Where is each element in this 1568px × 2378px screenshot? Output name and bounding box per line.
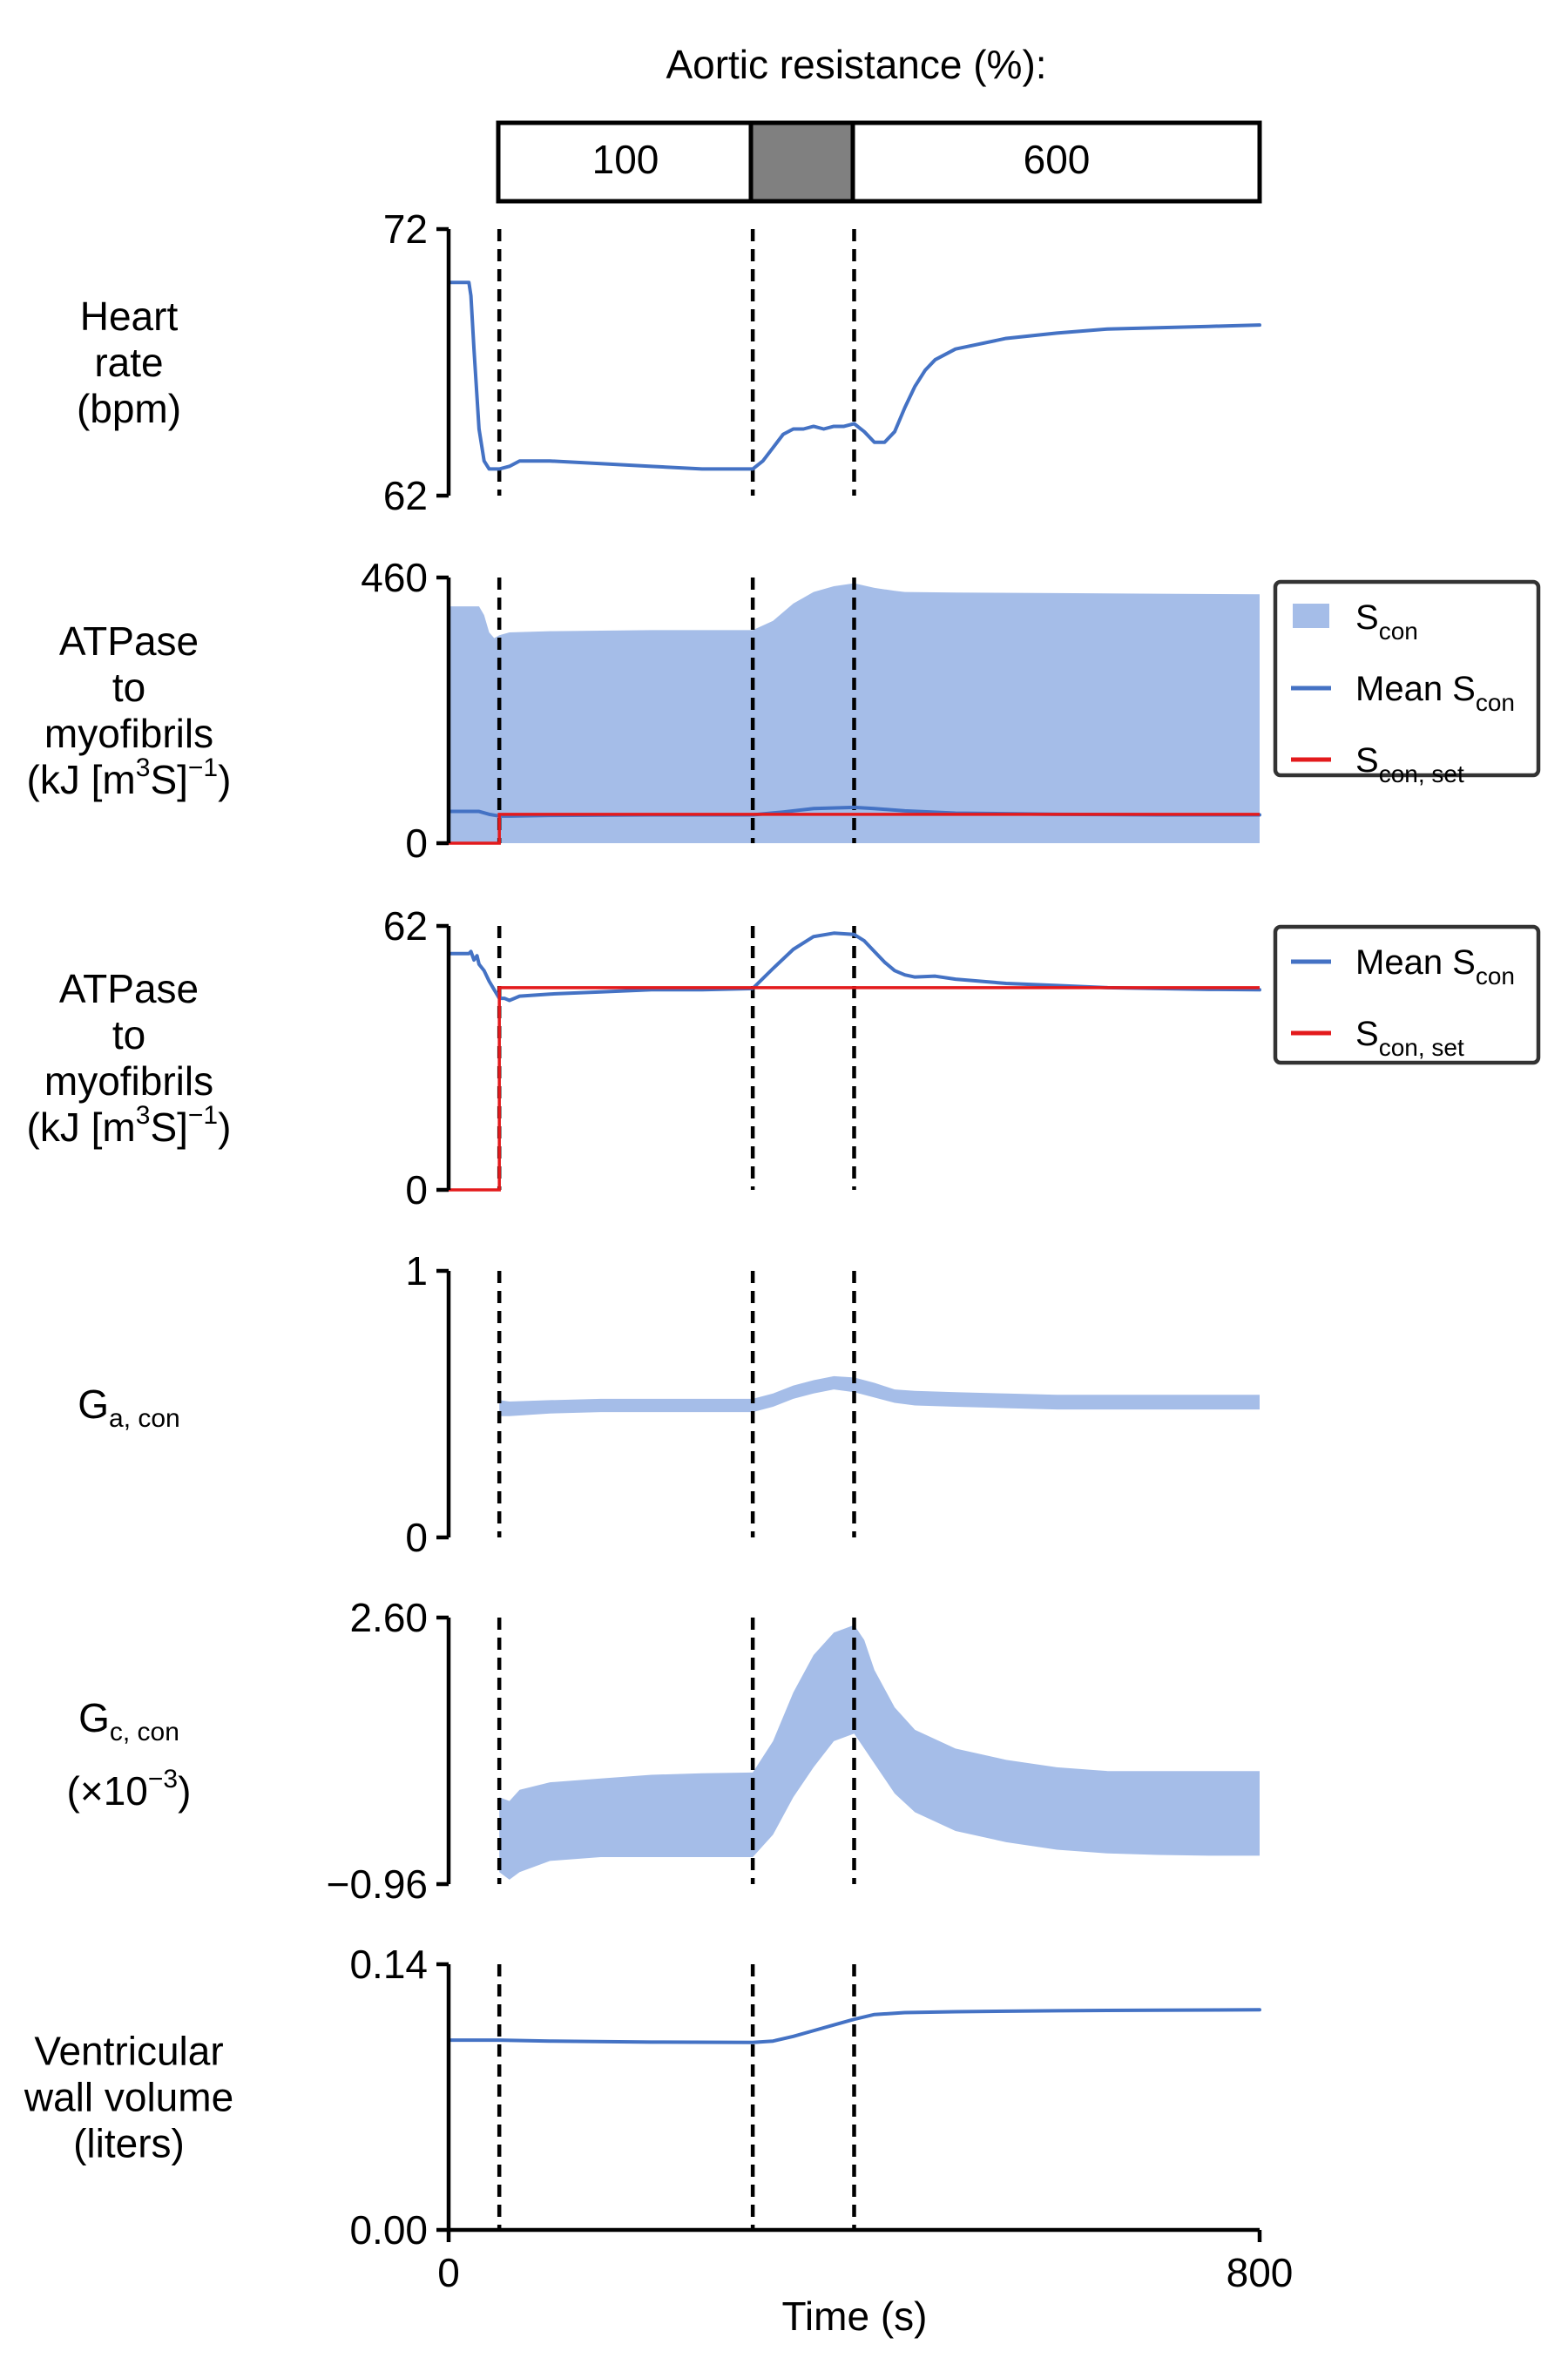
y-axis-label: (kJ [m3S]−1) bbox=[27, 1101, 232, 1150]
y-tick-label: 0 bbox=[405, 1167, 428, 1213]
y-axis-label: myofibrils bbox=[44, 1058, 213, 1104]
setpoint-series bbox=[449, 813, 1260, 845]
header-segment-label-100: 100 bbox=[592, 137, 659, 182]
legend: Scon Mean Scon Scon, set bbox=[1273, 579, 1541, 787]
legend-swatch-band bbox=[1293, 604, 1329, 628]
band-series bbox=[449, 583, 1260, 843]
panel-5: 2.60 −0.96 Gc, con (×10−3) bbox=[67, 1595, 1260, 1907]
legend-label-band: Scon bbox=[1355, 598, 1418, 645]
y-tick-label: 0 bbox=[405, 821, 428, 866]
x-tick-label: 0 bbox=[437, 2250, 460, 2295]
header-segment-100 bbox=[496, 120, 754, 204]
y-axis-label: rate bbox=[94, 340, 163, 385]
line-series bbox=[447, 280, 1261, 471]
y-axis-label-unit: (×10−3) bbox=[67, 1765, 192, 1814]
y-axis-label: Ventricular bbox=[34, 2029, 223, 2074]
legend: Mean Scon Scon, set bbox=[1273, 924, 1541, 1065]
x-axis-label: Time (s) bbox=[782, 2294, 928, 2339]
y-axis-label: to bbox=[112, 1012, 145, 1057]
y-axis-label: (kJ [m3S]−1) bbox=[27, 753, 232, 802]
line-series bbox=[447, 2008, 1261, 2044]
y-tick-label: 62 bbox=[383, 473, 428, 518]
legend-label-set: Scon, set bbox=[1355, 741, 1464, 787]
legend-label-set: Scon, set bbox=[1355, 1015, 1464, 1061]
legend-label-mean: Mean Scon bbox=[1355, 670, 1515, 716]
y-axis-label: ATPase bbox=[59, 618, 199, 664]
y-tick-label: 0.14 bbox=[349, 1942, 428, 1987]
legends: Scon Mean Scon Scon, set Mean Scon Scon, set bbox=[1273, 579, 1541, 1065]
y-tick-label: 72 bbox=[383, 206, 428, 252]
legend-label-mean: Mean Scon bbox=[1355, 943, 1515, 990]
legend-box bbox=[1273, 924, 1541, 1065]
y-tick-label: 2.60 bbox=[349, 1595, 428, 1640]
aortic-resistance-header: Aortic resistance (%): 100 600 bbox=[496, 42, 1262, 204]
y-tick-label: 0 bbox=[405, 1515, 428, 1560]
y-axis-label: (liters) bbox=[73, 2121, 185, 2166]
y-axis-label: ATPase bbox=[59, 966, 199, 1011]
header-segment-label-600: 600 bbox=[1024, 137, 1091, 182]
y-tick-label: 460 bbox=[361, 555, 428, 600]
y-axis-label: (bpm) bbox=[77, 386, 181, 431]
x-axis: 0 800 Time (s) bbox=[437, 2227, 1294, 2339]
y-axis-label: myofibrils bbox=[44, 711, 213, 756]
y-axis-label: Gc, con bbox=[78, 1695, 179, 1746]
header-segment-600 bbox=[850, 120, 1262, 204]
header-segment-transition bbox=[748, 120, 855, 204]
y-tick-label: 62 bbox=[383, 903, 428, 949]
y-axis-label: wall volume bbox=[24, 2075, 233, 2120]
line-series bbox=[447, 931, 1261, 1003]
panels: 7262Heartrate(bpm)4600ATPasetomyofibrils… bbox=[24, 206, 1261, 2253]
setpoint-series bbox=[449, 986, 1260, 1192]
y-axis-label: Heart bbox=[80, 294, 179, 339]
x-tick-label: 800 bbox=[1227, 2250, 1294, 2295]
band-series bbox=[499, 1375, 1260, 1416]
band-series bbox=[499, 1625, 1260, 1880]
legend-box bbox=[1273, 579, 1541, 778]
y-tick-label: 1 bbox=[405, 1248, 428, 1294]
y-axis-label: to bbox=[112, 665, 145, 710]
y-tick-label: 0.00 bbox=[349, 2207, 428, 2253]
header-title: Aortic resistance (%): bbox=[666, 42, 1046, 87]
y-axis-label: Ga, con bbox=[78, 1382, 180, 1433]
y-tick-label: −0.96 bbox=[327, 1861, 428, 1907]
panel-4: 1 0 Ga, con bbox=[78, 1248, 1260, 1560]
